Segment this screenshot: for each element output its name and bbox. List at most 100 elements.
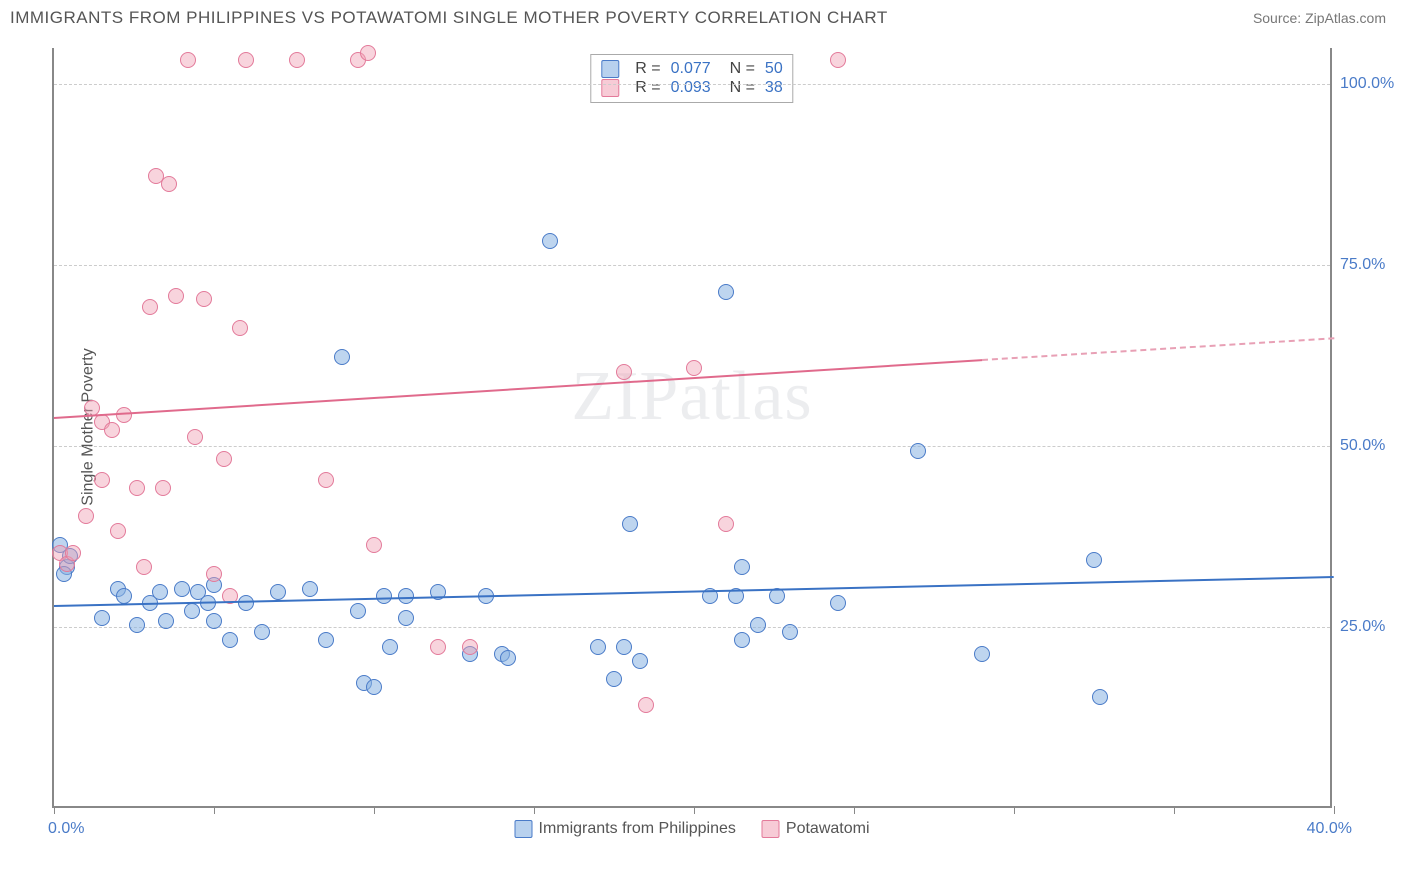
point-potawatomi (155, 480, 171, 496)
point-philippines (750, 617, 766, 633)
point-philippines (910, 443, 926, 459)
point-philippines (270, 584, 286, 600)
x-tick (534, 806, 535, 814)
point-philippines (734, 559, 750, 575)
point-philippines (318, 632, 334, 648)
gridline-h (54, 265, 1330, 266)
r-value-1: 0.077 (671, 60, 711, 78)
legend-swatch-blue (515, 820, 533, 838)
x-tick (374, 806, 375, 814)
point-philippines (184, 603, 200, 619)
legend-item-1: Immigrants from Philippines (515, 820, 736, 838)
point-philippines (500, 650, 516, 666)
gridline-h (54, 84, 1330, 85)
source-label: Source: ZipAtlas.com (1253, 10, 1386, 26)
point-philippines (590, 639, 606, 655)
point-potawatomi (65, 545, 81, 561)
n-value-2: 38 (765, 79, 783, 97)
point-potawatomi (104, 422, 120, 438)
point-philippines (734, 632, 750, 648)
point-potawatomi (366, 537, 382, 553)
y-tick-label: 75.0% (1340, 256, 1400, 274)
point-potawatomi (216, 451, 232, 467)
point-potawatomi (206, 566, 222, 582)
point-potawatomi (686, 360, 702, 376)
x-tick (54, 806, 55, 814)
point-philippines (116, 588, 132, 604)
point-philippines (302, 581, 318, 597)
point-potawatomi (718, 516, 734, 532)
point-philippines (334, 349, 350, 365)
point-potawatomi (196, 291, 212, 307)
point-potawatomi (616, 364, 632, 380)
swatch-blue (601, 60, 619, 78)
y-tick-label: 25.0% (1340, 618, 1400, 636)
x-tick-max: 40.0% (1307, 820, 1352, 838)
x-tick (214, 806, 215, 814)
point-potawatomi (136, 559, 152, 575)
legend-label-1: Immigrants from Philippines (539, 820, 736, 837)
gridline-h (54, 627, 1330, 628)
point-potawatomi (360, 45, 376, 61)
trendline-potawatomi-extrapolated (982, 338, 1334, 362)
point-philippines (222, 632, 238, 648)
point-philippines (350, 603, 366, 619)
point-potawatomi (161, 176, 177, 192)
legend-swatch-pink (762, 820, 780, 838)
point-philippines (152, 584, 168, 600)
point-philippines (398, 610, 414, 626)
point-philippines (174, 581, 190, 597)
x-tick (1174, 806, 1175, 814)
gridline-h (54, 446, 1330, 447)
point-philippines (1092, 689, 1108, 705)
legend-label-2: Potawatomi (786, 820, 870, 837)
point-philippines (606, 671, 622, 687)
chart-title: IMMIGRANTS FROM PHILIPPINES VS POTAWATOM… (10, 8, 888, 28)
point-potawatomi (110, 523, 126, 539)
legend-item-2: Potawatomi (762, 820, 870, 838)
point-philippines (129, 617, 145, 633)
point-potawatomi (318, 472, 334, 488)
point-philippines (366, 679, 382, 695)
point-potawatomi (238, 52, 254, 68)
point-potawatomi (180, 52, 196, 68)
r-value-2: 0.093 (671, 79, 711, 97)
point-philippines (158, 613, 174, 629)
point-potawatomi (232, 320, 248, 336)
point-philippines (254, 624, 270, 640)
stats-row-series-1: R = 0.077 N = 50 (601, 60, 782, 78)
point-potawatomi (94, 472, 110, 488)
x-tick-min: 0.0% (48, 820, 84, 838)
swatch-pink (601, 79, 619, 97)
point-philippines (718, 284, 734, 300)
point-potawatomi (142, 299, 158, 315)
point-potawatomi (462, 639, 478, 655)
point-philippines (1086, 552, 1102, 568)
point-potawatomi (638, 697, 654, 713)
point-philippines (830, 595, 846, 611)
y-tick-label: 100.0% (1340, 75, 1400, 93)
point-philippines (206, 613, 222, 629)
point-potawatomi (830, 52, 846, 68)
trendline-potawatomi (54, 359, 982, 419)
correlation-stats-box: R = 0.077 N = 50 R = 0.093 N = 38 (590, 54, 793, 103)
stats-row-series-2: R = 0.093 N = 38 (601, 79, 782, 97)
point-philippines (94, 610, 110, 626)
point-philippines (782, 624, 798, 640)
point-philippines (622, 516, 638, 532)
point-potawatomi (129, 480, 145, 496)
x-tick (854, 806, 855, 814)
x-tick (694, 806, 695, 814)
point-potawatomi (430, 639, 446, 655)
point-potawatomi (187, 429, 203, 445)
point-philippines (616, 639, 632, 655)
point-potawatomi (168, 288, 184, 304)
point-potawatomi (78, 508, 94, 524)
x-tick (1334, 806, 1335, 814)
scatter-chart: ZIPatlas Single Mother Poverty R = 0.077… (52, 48, 1332, 808)
y-tick-label: 50.0% (1340, 437, 1400, 455)
point-philippines (382, 639, 398, 655)
legend: Immigrants from Philippines Potawatomi (515, 820, 870, 838)
x-tick (1014, 806, 1015, 814)
point-philippines (632, 653, 648, 669)
